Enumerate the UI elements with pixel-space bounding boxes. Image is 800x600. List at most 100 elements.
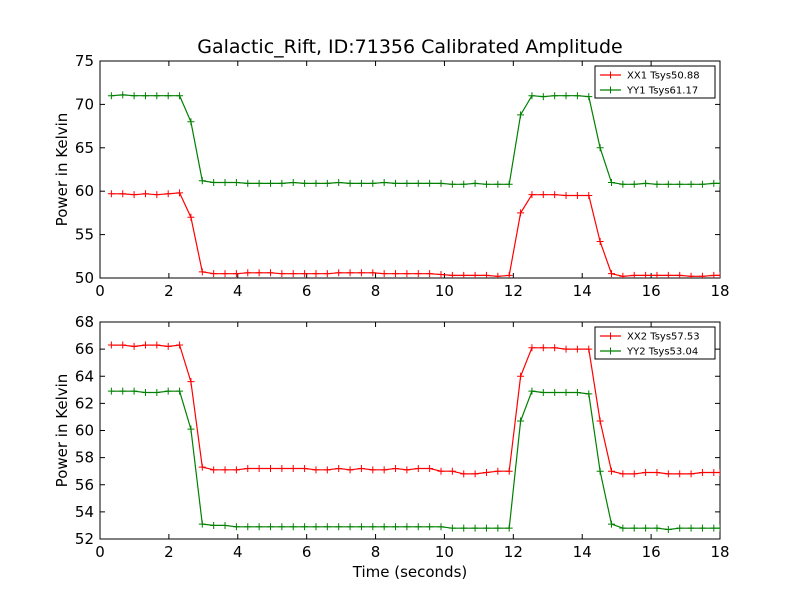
data-point-marker — [448, 467, 456, 475]
legend-label: XX2 Tsys57.53 — [627, 332, 700, 343]
data-point-marker — [437, 179, 445, 187]
data-point-marker — [608, 270, 615, 278]
data-point-marker — [562, 192, 570, 200]
data-point-marker — [244, 523, 252, 531]
data-point-marker — [653, 469, 661, 477]
data-point-marker — [130, 191, 138, 199]
data-point-marker — [551, 344, 559, 352]
data-point-marker — [141, 190, 149, 198]
data-point-marker — [403, 179, 411, 187]
data-point-marker — [716, 271, 720, 278]
data-point-marker — [278, 179, 286, 187]
data-point-marker — [164, 342, 172, 350]
y-tick-label: 52 — [75, 530, 94, 548]
data-point-marker — [232, 179, 240, 187]
data-point-marker — [130, 387, 138, 395]
data-point-marker — [642, 179, 650, 187]
data-point-marker — [676, 271, 684, 278]
data-point-marker — [346, 269, 354, 277]
data-point-marker — [369, 179, 377, 187]
data-point-marker — [255, 523, 263, 531]
data-point-marker — [494, 180, 502, 188]
data-point-marker — [619, 524, 627, 532]
top-plot-panel: 0 2 4 6 8 10 12 14 16 18 50 55 60 65 70 75 Power in Kelv… — [53, 52, 730, 300]
data-point-marker — [221, 270, 229, 278]
data-point-marker — [278, 270, 286, 278]
y-tick-label: 58 — [75, 449, 94, 467]
y-tick-label: 66 — [75, 340, 94, 358]
data-point-marker — [301, 179, 309, 187]
legend-marker — [607, 332, 614, 340]
data-point-marker — [198, 177, 206, 185]
data-point-marker — [471, 179, 479, 187]
data-point-marker — [153, 191, 161, 199]
data-point-marker — [426, 270, 434, 278]
data-point-marker — [562, 389, 570, 397]
data-point-marker — [232, 466, 240, 474]
data-point-marker — [335, 523, 343, 531]
data-point-marker — [687, 524, 695, 532]
data-point-marker — [346, 523, 354, 531]
data-point-marker — [698, 469, 706, 477]
data-point-marker — [664, 526, 672, 534]
data-point-marker — [107, 387, 115, 395]
data-point-marker — [482, 271, 490, 278]
data-point-marker — [176, 92, 184, 100]
data-point-marker — [653, 524, 661, 532]
data-point-marker — [289, 270, 297, 278]
data-point-marker — [619, 272, 627, 278]
data-point-marker — [164, 92, 172, 100]
data-point-marker — [517, 372, 525, 380]
data-point-marker — [312, 179, 320, 187]
data-point-marker — [448, 271, 456, 278]
data-point-marker — [494, 272, 502, 278]
x-tick-label: 4 — [233, 543, 243, 561]
data-point-marker — [630, 180, 638, 188]
x-tick-label: 18 — [710, 543, 729, 561]
data-point-marker — [244, 179, 252, 187]
data-point-marker — [198, 268, 206, 276]
data-point-marker — [244, 269, 252, 277]
x-tick-label: 8 — [371, 543, 381, 561]
data-point-marker — [164, 190, 172, 198]
data-point-marker — [653, 271, 661, 278]
data-point-marker — [664, 271, 672, 278]
data-point-marker — [335, 179, 343, 187]
data-point-marker — [107, 341, 115, 349]
data-point-marker — [664, 470, 672, 478]
data-point-marker — [164, 387, 172, 395]
data-point-marker — [471, 524, 479, 532]
data-point-marker — [392, 270, 400, 278]
x-tick-label: 2 — [164, 543, 174, 561]
data-point-marker — [528, 387, 536, 395]
data-point-marker — [596, 467, 604, 475]
data-point-marker — [312, 523, 320, 531]
data-point-marker — [187, 213, 195, 221]
data-point-marker — [198, 463, 206, 471]
data-point-marker — [539, 93, 547, 101]
y-tick-label: 54 — [75, 503, 94, 521]
data-point-marker — [517, 111, 525, 119]
data-point-marker — [551, 92, 559, 100]
data-point-marker — [107, 92, 115, 100]
data-point-marker — [301, 523, 309, 531]
data-point-marker — [267, 523, 274, 531]
y-tick-label: 60 — [75, 182, 94, 200]
data-point-marker — [130, 92, 138, 100]
x-tick-label: 14 — [573, 543, 592, 561]
data-point-marker — [210, 270, 218, 278]
data-point-marker — [153, 389, 161, 397]
y-tick-label: 60 — [75, 422, 94, 440]
x-axis-label: Time (seconds) — [352, 563, 468, 581]
data-point-marker — [198, 520, 206, 528]
legend-label: YY2 Tsys53.04 — [626, 347, 698, 358]
y-tick-label: 68 — [75, 313, 94, 331]
data-point-marker — [505, 271, 513, 278]
x-tick-label: 16 — [642, 282, 661, 300]
data-point-marker — [585, 345, 593, 353]
x-tick-label: 2 — [164, 282, 174, 300]
data-point-marker — [278, 464, 286, 472]
data-point-marker — [221, 521, 229, 529]
data-point-marker — [130, 342, 138, 350]
